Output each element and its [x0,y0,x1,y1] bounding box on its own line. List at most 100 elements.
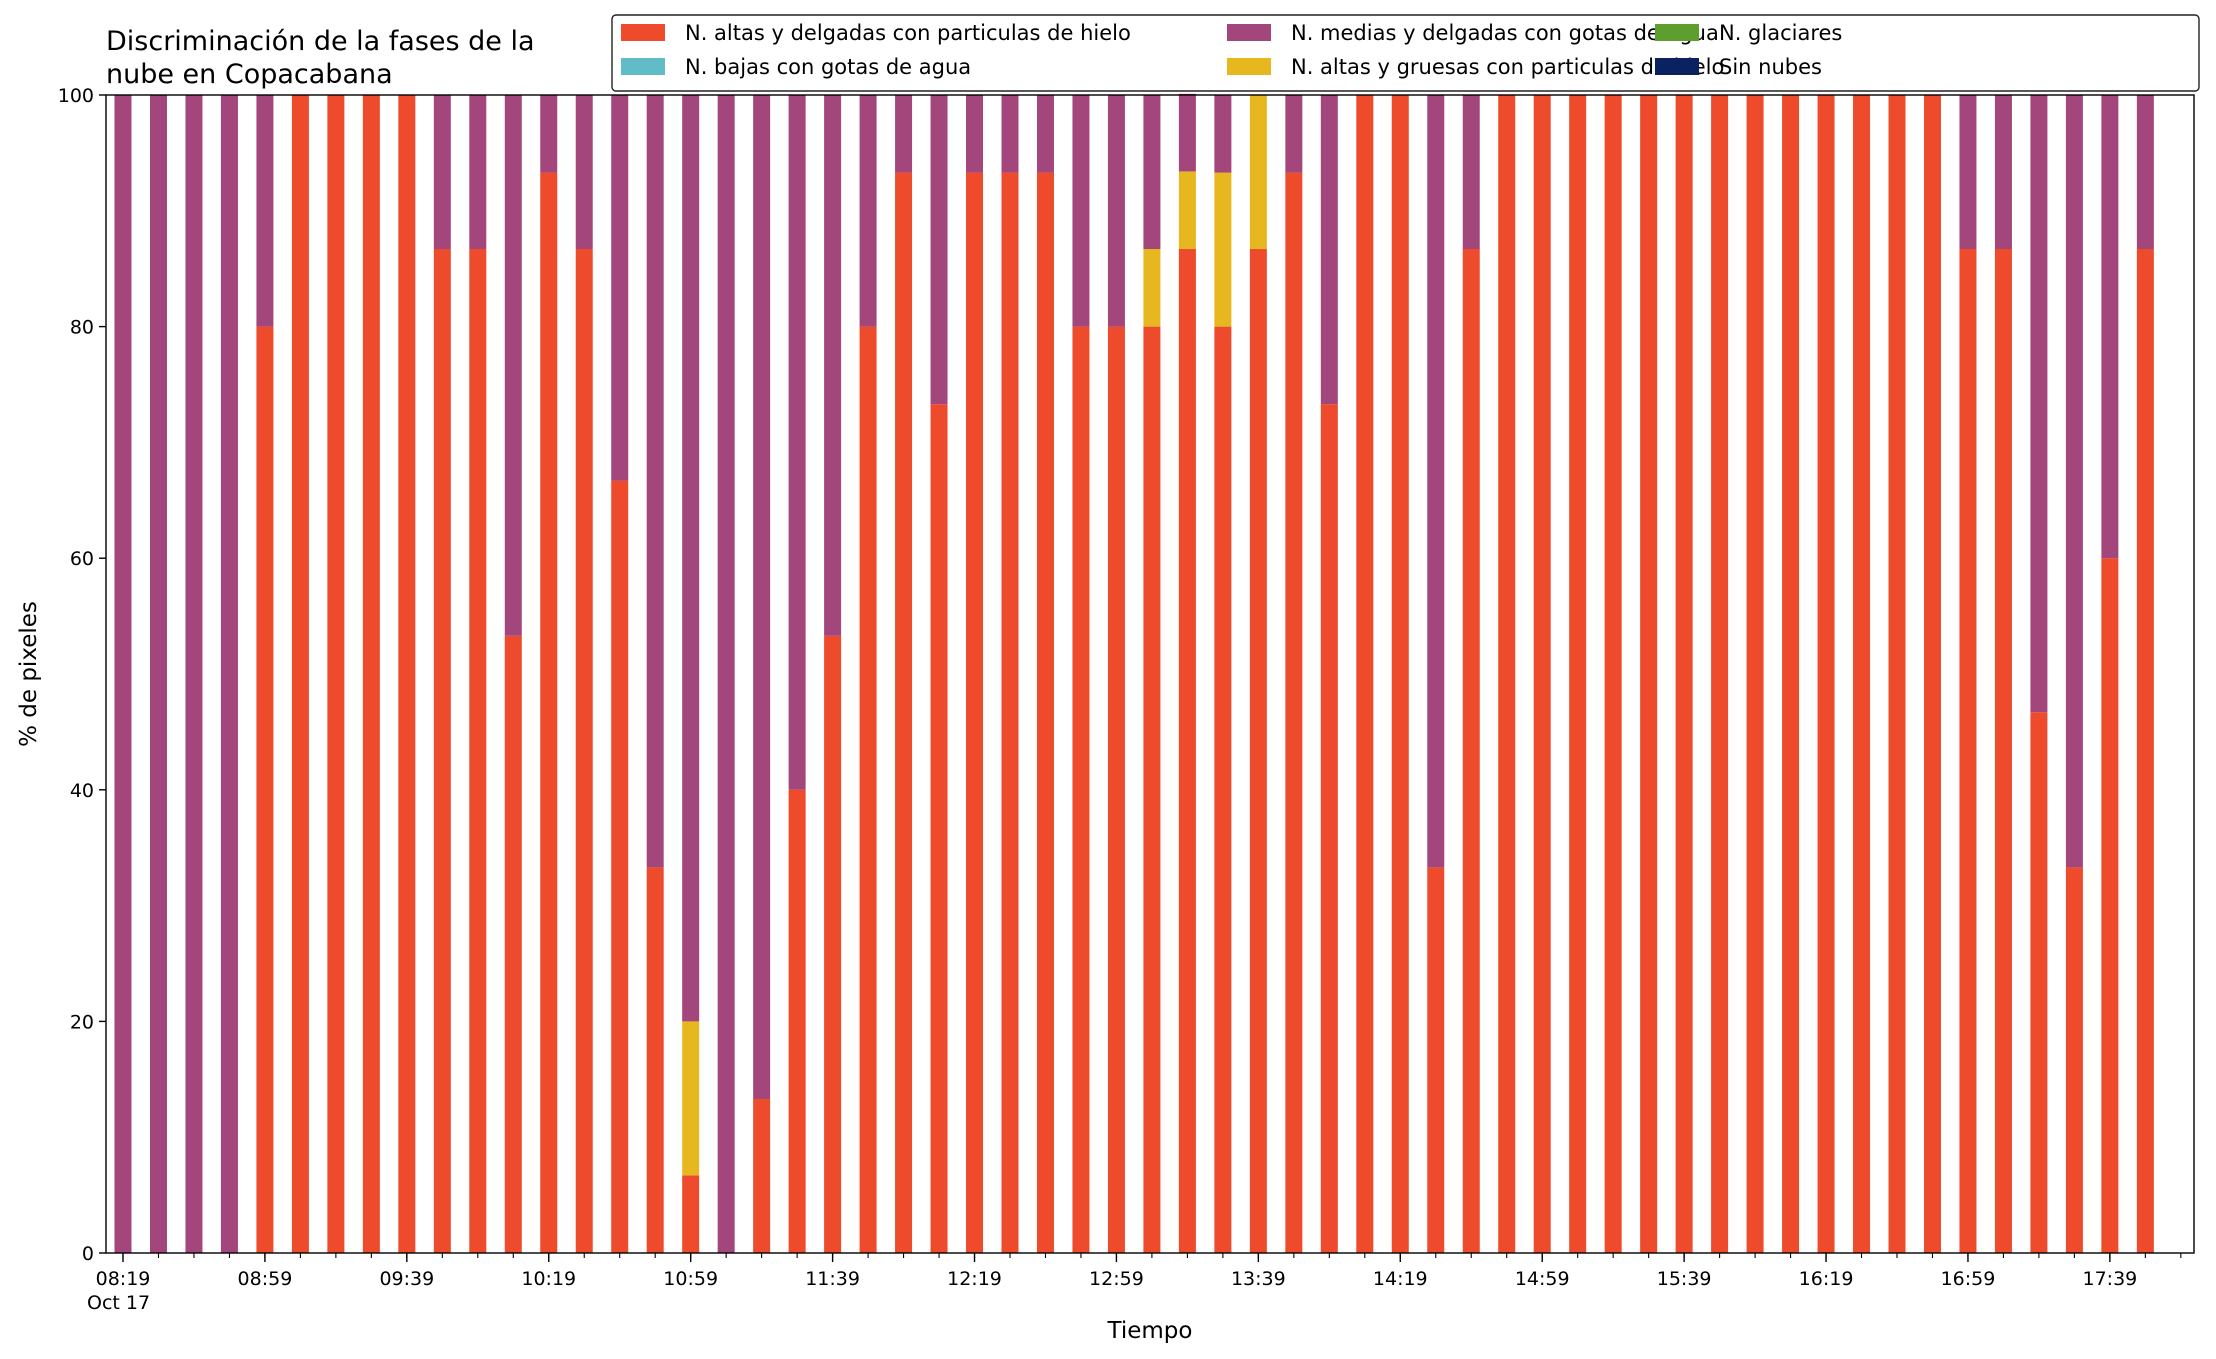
bar-segment [504,95,522,636]
bar-segment [1569,95,1587,1253]
bar-segment [256,326,274,1254]
chart-legend: N. altas y delgadas con particulas de hi… [611,14,2200,92]
y-tick-label: 0 [82,1243,94,1265]
legend-label: N. glaciares [1719,21,1842,45]
bar-segment [1143,249,1161,327]
bar-segment [540,95,558,173]
bar-segment [469,249,487,1253]
y-tick-label: 80 [70,317,94,339]
bar-segment [1923,95,1941,1253]
bar-segment [1320,95,1338,405]
y-tick-label: 40 [70,780,94,802]
bar-segment [1711,95,1729,1253]
bar-segment [1072,326,1090,1254]
legend-label: N. bajas con gotas de agua [685,55,971,79]
x-tick-label: 15:39 [1657,1268,1712,1290]
bar-segment [1959,95,1977,250]
bar-segment [2136,95,2154,250]
bar-segment [1249,95,1267,250]
bar-segment [1214,95,1232,173]
x-tick-label: 08:19 [96,1268,151,1290]
bar-segment [1001,95,1019,173]
bar-segment [2065,95,2083,868]
legend-swatch [1655,24,1699,41]
bar-segment [682,95,700,1022]
plot-frame [105,94,2195,1254]
bar-segment [859,95,877,327]
bar-segment [575,249,593,1253]
legend-label: N. altas y gruesas con particulas de hie… [1291,55,1724,79]
bar-segment [1178,249,1196,1253]
bar-segment [1214,172,1232,327]
y-tick-label: 60 [70,548,94,570]
bar-segment [1959,249,1977,1253]
x-tick-label: 10:19 [521,1268,576,1290]
x-axis-label: Tiempo [1107,1318,1193,1344]
x-tick-label: 10:59 [663,1268,718,1290]
bar-segment [291,95,309,1253]
bar-segment [824,95,842,636]
bar-segment [469,95,487,250]
bar-segment [966,95,984,173]
bar-segment [1143,326,1161,1254]
legend-label: N. altas y delgadas con particulas de hi… [685,21,1131,45]
bar-segment [1994,95,2012,250]
bar-segment [1675,95,1693,1253]
bar-segment [540,172,558,1254]
bar-segment [930,404,948,1253]
bar-segment [504,635,522,1253]
legend-box [611,14,2200,92]
bar-segment [1391,95,1409,1253]
bar-segment [2065,867,2083,1253]
bar-segment [611,480,629,1253]
chart-title-line: nube en Copacabana [106,59,393,90]
x-tick-label: 12:59 [1089,1268,1144,1290]
y-axis-label: % de pixeles [16,601,42,747]
bar-segment [1036,172,1054,1254]
bar-segment [1285,95,1303,173]
bar-segment [149,95,167,1253]
bar-segment [1249,249,1267,1253]
x-tick-label: 12:19 [947,1268,1002,1290]
x-tick-label: 13:39 [1231,1268,1286,1290]
bar-segment [2030,95,2048,713]
x-tick-label: 09:39 [379,1268,434,1290]
bar-segment [1853,95,1871,1253]
y-tick-label: 20 [70,1011,94,1033]
bar-segment [1817,95,1835,1253]
bar-segment [1320,404,1338,1253]
bar-segment [859,326,877,1254]
bar-segment [1356,95,1374,1253]
bar-segment [362,95,380,1253]
bar-segment [788,95,806,790]
bar-segment [930,95,948,405]
bar-segment [433,95,451,250]
bar-segment [1462,95,1480,250]
bar-segment [1036,95,1054,173]
bar-segment [1994,249,2012,1253]
bar-segment [256,95,274,327]
bar-segment [2101,95,2119,559]
legend-swatch [1227,58,1271,75]
bar-segment [433,249,451,1253]
legend-swatch [1655,58,1699,75]
bars-layer [114,93,2154,1254]
bar-segment [966,172,984,1254]
bar-segment [2030,712,2048,1253]
bar-segment [220,95,238,1253]
bar-segment [1533,95,1551,1253]
y-tick-label: 100 [58,85,94,107]
bar-segment [2136,249,2154,1253]
bar-segment [327,95,345,1253]
bar-segment [1285,172,1303,1254]
bar-segment [1604,95,1622,1253]
bar-segment [1178,171,1196,250]
bar-segment [185,95,203,1253]
bar-segment [682,1175,700,1253]
bar-segment [1498,95,1516,1253]
x-tick-sublabel: Oct 17 [87,1292,150,1314]
bar-segment [1107,326,1125,1254]
